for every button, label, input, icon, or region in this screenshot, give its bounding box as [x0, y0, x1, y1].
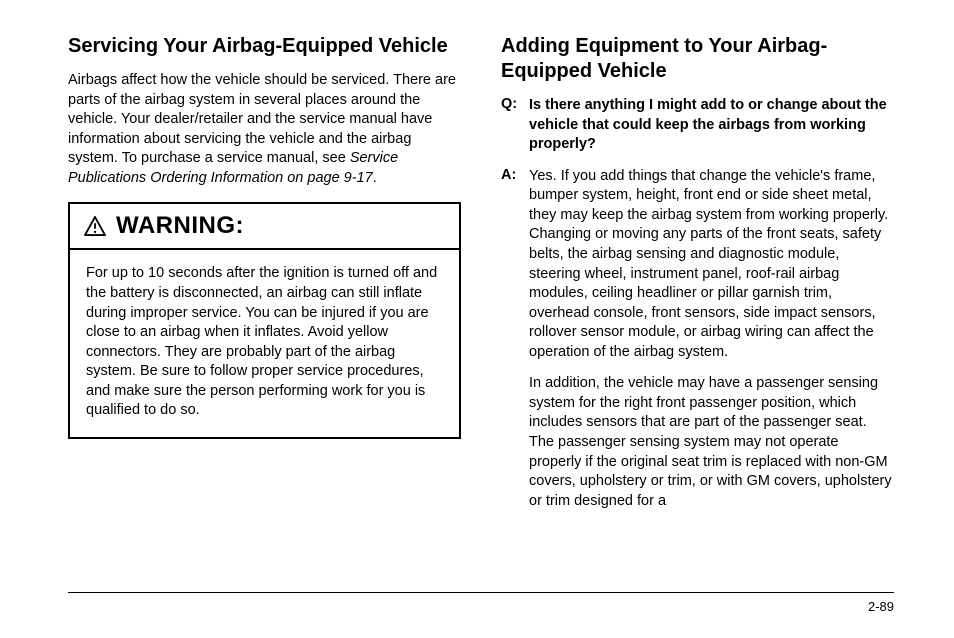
qa-answer-row: A: Yes. If you add things that change th…	[501, 167, 894, 363]
a-text: Yes. If you add things that change the v…	[529, 167, 894, 363]
page-footer: 2-89	[68, 592, 894, 614]
page-number: 2-89	[68, 599, 894, 614]
warning-triangle-icon	[84, 216, 106, 236]
warning-title: WARNING:	[116, 212, 244, 240]
left-column: Servicing Your Airbag-Equipped Vehicle A…	[68, 34, 461, 511]
section-heading-servicing: Servicing Your Airbag-Equipped Vehicle	[68, 34, 461, 59]
section-heading-adding-equipment: Adding Equipment to Your Airbag-Equipped…	[501, 34, 894, 84]
q-text: Is there anything I might add to or chan…	[529, 96, 894, 155]
servicing-paragraph: Airbags affect how the vehicle should be…	[68, 71, 461, 188]
right-column: Adding Equipment to Your Airbag-Equipped…	[501, 34, 894, 511]
qa-question-row: Q: Is there anything I might add to or c…	[501, 96, 894, 155]
warning-header: WARNING:	[70, 204, 459, 250]
footer-rule	[68, 592, 894, 593]
q-label: Q:	[501, 96, 521, 155]
paragraph-suffix: .	[373, 170, 377, 186]
a-label: A:	[501, 167, 521, 363]
warning-box: WARNING: For up to 10 seconds after the …	[68, 202, 461, 439]
warning-body-text: For up to 10 seconds after the ignition …	[70, 250, 459, 437]
a-text-continued: In addition, the vehicle may have a pass…	[529, 374, 894, 511]
page-content: Servicing Your Airbag-Equipped Vehicle A…	[68, 34, 894, 511]
